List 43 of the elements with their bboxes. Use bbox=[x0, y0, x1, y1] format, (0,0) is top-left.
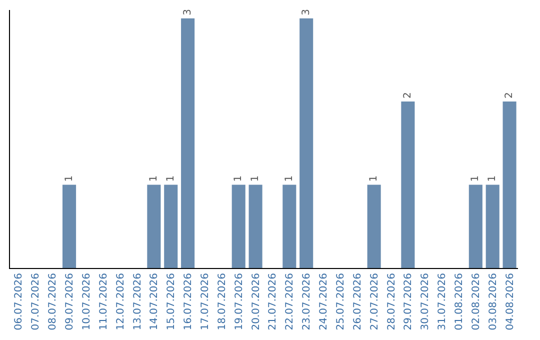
x-tick-label: 08.07.2026 bbox=[48, 273, 59, 330]
data-label: 1 bbox=[64, 175, 75, 182]
x-tick-label: 20.07.2026 bbox=[250, 273, 262, 330]
x-tick-label: 16.07.2026 bbox=[183, 273, 194, 330]
data-label: 3 bbox=[182, 8, 194, 16]
x-tick-label: 03.08.2026 bbox=[488, 273, 499, 330]
x-tick-label: 06.07.2026 bbox=[14, 273, 25, 330]
x-tick-label: 14.07.2026 bbox=[149, 273, 160, 330]
x-tick-label: 21.07.2026 bbox=[268, 273, 279, 330]
data-label: 1 bbox=[368, 175, 380, 182]
data-label: 1 bbox=[487, 175, 498, 182]
x-tick-label: 31.07.2026 bbox=[437, 273, 448, 330]
x-tick-label: 19.07.2026 bbox=[234, 273, 245, 330]
x-tick-label: 04.08.2026 bbox=[504, 273, 516, 330]
x-tick-label: 07.07.2026 bbox=[30, 273, 42, 330]
x-tick-label: 24.07.2026 bbox=[318, 273, 330, 330]
x-tick-label: 22.07.2026 bbox=[284, 273, 296, 330]
data-label: 2 bbox=[402, 92, 414, 99]
x-tick-label: 09.07.2026 bbox=[64, 273, 76, 330]
x-tick-label: 15.07.2026 bbox=[166, 273, 178, 330]
x-tick-label: 17.07.2026 bbox=[200, 273, 211, 330]
x-tick-label: 18.07.2026 bbox=[216, 273, 228, 330]
data-label: 1 bbox=[250, 175, 262, 182]
data-label: 3 bbox=[300, 8, 312, 16]
x-tick-label: 13.07.2026 bbox=[132, 273, 144, 330]
data-label: 1 bbox=[165, 175, 176, 182]
x-tick-label: 25.07.2026 bbox=[335, 273, 346, 330]
x-tick-label: 23.07.2026 bbox=[302, 273, 313, 330]
data-label: 1 bbox=[284, 175, 295, 182]
data-label: 1 bbox=[470, 175, 482, 182]
data-label: 1 bbox=[148, 175, 160, 182]
data-label: 1 bbox=[233, 175, 244, 182]
x-tick-label: 28.07.2026 bbox=[386, 273, 398, 330]
x-tick-label: 11.07.2026 bbox=[98, 273, 110, 330]
x-tick-label: 01.08.2026 bbox=[454, 273, 465, 330]
x-tick-label: 10.07.2026 bbox=[81, 273, 92, 330]
x-tick-label: 02.08.2026 bbox=[470, 273, 482, 330]
x-tick-label: 29.07.2026 bbox=[403, 273, 414, 330]
data-label: 2 bbox=[504, 92, 516, 99]
x-tick-label: 27.07.2026 bbox=[369, 273, 380, 330]
x-tick-label: 26.07.2026 bbox=[352, 273, 364, 330]
x-tick-label: 30.07.2026 bbox=[420, 273, 432, 330]
x-tick-label: 12.07.2026 bbox=[115, 273, 126, 330]
